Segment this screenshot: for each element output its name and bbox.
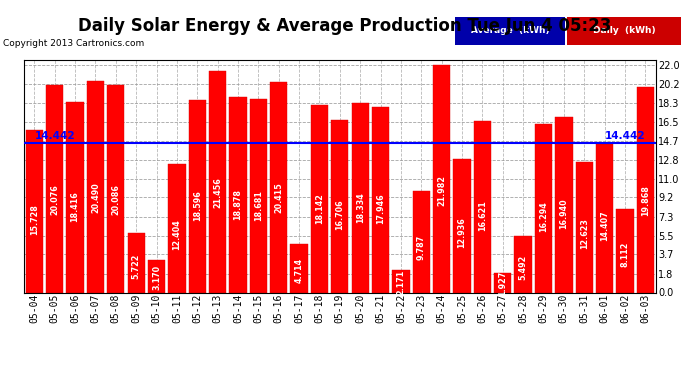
Text: 18.878: 18.878: [233, 189, 242, 220]
FancyBboxPatch shape: [567, 16, 681, 45]
Text: 20.076: 20.076: [50, 184, 59, 214]
Bar: [148, 260, 165, 292]
Text: 5.492: 5.492: [519, 254, 528, 280]
Text: 18.681: 18.681: [254, 190, 263, 221]
Bar: [66, 102, 83, 292]
Text: 20.415: 20.415: [274, 182, 283, 213]
Bar: [250, 99, 267, 292]
Text: 12.623: 12.623: [580, 218, 589, 249]
Bar: [46, 85, 63, 292]
Text: 9.787: 9.787: [417, 234, 426, 260]
Text: 8.112: 8.112: [620, 242, 629, 267]
Text: 3.170: 3.170: [152, 265, 161, 290]
Bar: [270, 81, 287, 292]
Text: 1.927: 1.927: [498, 271, 507, 296]
Bar: [229, 98, 246, 292]
Text: 14.442: 14.442: [604, 130, 645, 141]
Text: Average  (kWh): Average (kWh): [471, 26, 549, 36]
Bar: [168, 164, 186, 292]
Bar: [494, 273, 511, 292]
Text: 18.334: 18.334: [355, 192, 365, 223]
Bar: [433, 65, 451, 292]
Bar: [310, 105, 328, 292]
Text: 15.728: 15.728: [30, 204, 39, 235]
Bar: [209, 71, 226, 292]
Text: 4.714: 4.714: [295, 258, 304, 283]
Text: 18.416: 18.416: [70, 192, 79, 222]
Bar: [351, 103, 369, 292]
Bar: [393, 270, 410, 292]
Bar: [616, 209, 633, 292]
Text: 16.621: 16.621: [478, 200, 487, 231]
FancyBboxPatch shape: [455, 16, 564, 45]
Bar: [87, 81, 104, 292]
Text: 21.982: 21.982: [437, 175, 446, 206]
Text: 12.404: 12.404: [172, 219, 181, 250]
Text: 19.868: 19.868: [641, 184, 650, 216]
Bar: [331, 120, 348, 292]
Bar: [637, 87, 654, 292]
Bar: [128, 233, 145, 292]
Bar: [290, 244, 308, 292]
Text: 16.940: 16.940: [560, 198, 569, 229]
Bar: [372, 107, 389, 292]
Text: 17.946: 17.946: [376, 194, 385, 224]
Bar: [535, 124, 552, 292]
Text: 2.171: 2.171: [397, 270, 406, 295]
Bar: [188, 100, 206, 292]
Bar: [575, 162, 593, 292]
Bar: [107, 85, 124, 292]
Bar: [474, 121, 491, 292]
Bar: [26, 130, 43, 292]
Bar: [515, 236, 532, 292]
Bar: [453, 159, 471, 292]
Text: 12.936: 12.936: [457, 217, 466, 248]
Text: 18.596: 18.596: [193, 190, 201, 221]
Text: Daily  (kWh): Daily (kWh): [593, 26, 656, 36]
Bar: [413, 191, 430, 292]
Text: 16.706: 16.706: [335, 200, 344, 230]
Text: 16.294: 16.294: [539, 201, 548, 232]
Text: 5.722: 5.722: [132, 253, 141, 279]
Text: 14.407: 14.407: [600, 210, 609, 241]
Text: Daily Solar Energy & Average Production Tue Jun 4 05:23: Daily Solar Energy & Average Production …: [78, 17, 612, 35]
Text: 21.456: 21.456: [213, 177, 222, 208]
Text: 20.490: 20.490: [91, 182, 100, 213]
Bar: [596, 144, 613, 292]
Text: 20.086: 20.086: [111, 184, 120, 214]
Bar: [555, 117, 573, 292]
Text: Copyright 2013 Cartronics.com: Copyright 2013 Cartronics.com: [3, 39, 145, 48]
Text: 14.442: 14.442: [34, 130, 75, 141]
Text: 18.142: 18.142: [315, 193, 324, 224]
